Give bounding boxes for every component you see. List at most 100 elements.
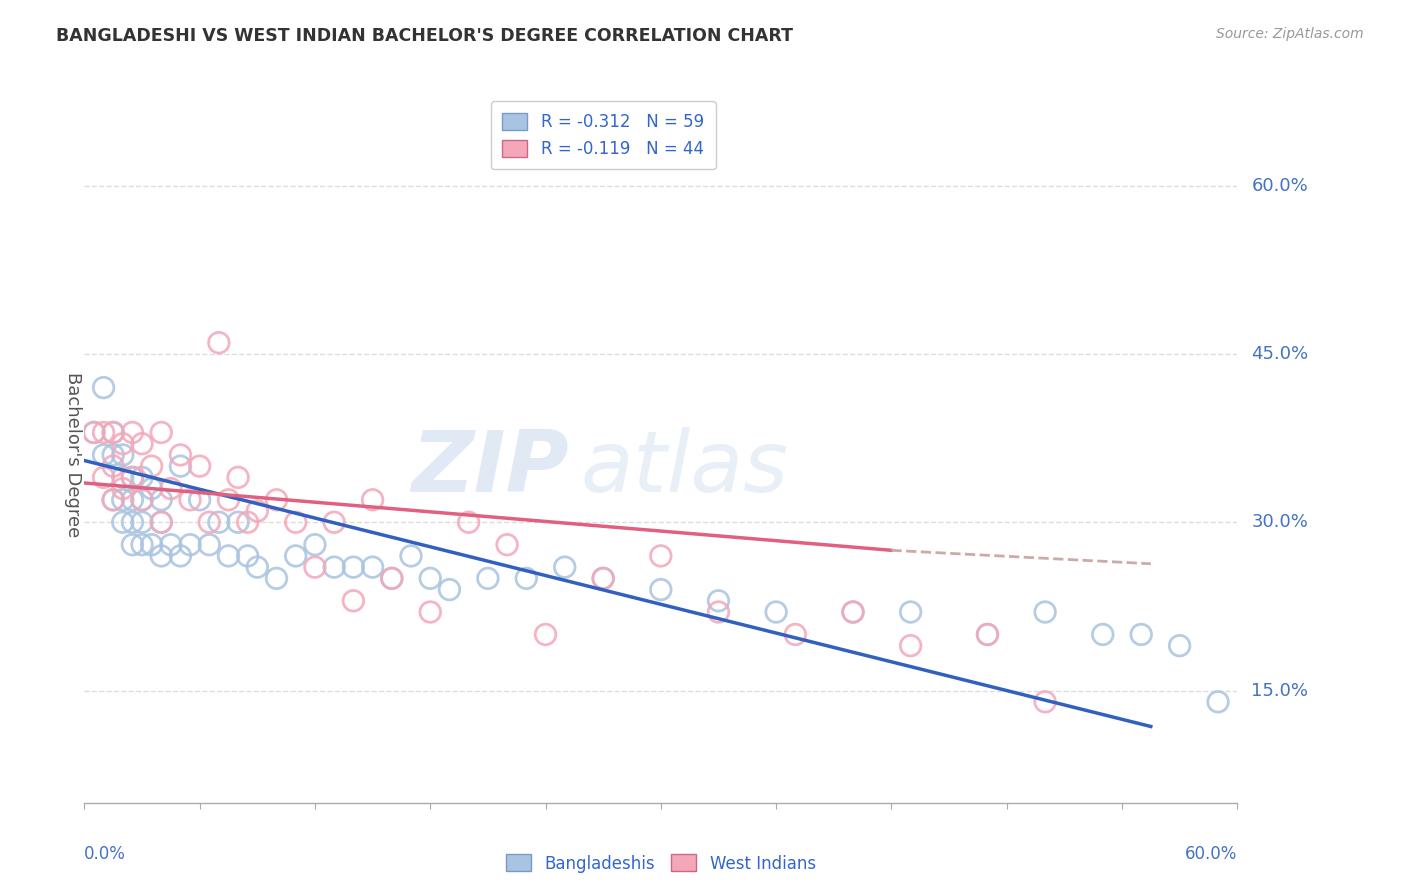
Point (103, 459, 124, 474)
Point (650, 582, 672, 597)
Point (131, 538, 153, 552)
Point (121, 515, 143, 529)
Point (266, 492, 288, 507)
Text: 15.0%: 15.0% (1251, 681, 1309, 699)
Point (159, 482, 183, 496)
Point (419, 605, 441, 619)
Point (707, 605, 730, 619)
Point (103, 448, 124, 462)
Text: Source: ZipAtlas.com: Source: ZipAtlas.com (1216, 27, 1364, 41)
Point (650, 549, 672, 563)
Text: 30.0%: 30.0% (1251, 513, 1308, 532)
Point (111, 470, 134, 484)
Point (304, 538, 326, 552)
Point (1091, 627, 1114, 641)
Point (150, 515, 173, 529)
Text: 45.0%: 45.0% (1251, 345, 1309, 363)
Point (121, 492, 143, 507)
Point (188, 492, 211, 507)
Point (111, 492, 134, 507)
Point (111, 436, 134, 450)
Point (900, 605, 922, 619)
Point (179, 492, 201, 507)
Point (121, 538, 143, 552)
Text: 60.0%: 60.0% (1251, 177, 1308, 194)
Point (141, 482, 163, 496)
Point (785, 627, 807, 641)
Point (399, 549, 422, 563)
Text: ZIP: ZIP (411, 427, 568, 510)
Point (217, 492, 239, 507)
Point (188, 459, 211, 474)
Point (342, 560, 364, 574)
Point (169, 549, 191, 563)
Text: BANGLADESHI VS WEST INDIAN BACHELOR'S DEGREE CORRELATION CHART: BANGLADESHI VS WEST INDIAN BACHELOR'S DE… (56, 27, 793, 45)
Point (150, 515, 173, 529)
Point (198, 515, 221, 529)
Point (131, 436, 153, 450)
Legend: R = -0.312   N = 59, R = -0.119   N = 44: R = -0.312 N = 59, R = -0.119 N = 44 (491, 102, 716, 169)
Point (765, 605, 787, 619)
Point (1130, 627, 1153, 641)
Point (226, 515, 249, 529)
Point (121, 425, 143, 440)
Point (159, 538, 183, 552)
Point (342, 594, 364, 608)
Point (150, 492, 173, 507)
Text: 0.0%: 0.0% (84, 845, 127, 863)
Point (131, 492, 153, 507)
Point (111, 482, 134, 496)
Point (381, 571, 404, 585)
Point (179, 538, 201, 552)
Point (976, 627, 998, 641)
Point (496, 538, 519, 552)
Point (169, 448, 191, 462)
Legend: Bangladeshis, West Indians: Bangladeshis, West Indians (499, 847, 823, 880)
Point (284, 515, 307, 529)
Point (1033, 695, 1056, 709)
Point (208, 515, 231, 529)
Point (93, 470, 115, 484)
Point (1206, 695, 1229, 709)
Point (131, 492, 153, 507)
Point (150, 549, 173, 563)
Point (304, 560, 326, 574)
Point (103, 492, 124, 507)
Point (707, 594, 730, 608)
Point (381, 571, 404, 585)
Point (419, 571, 441, 585)
Point (226, 470, 249, 484)
Point (592, 571, 614, 585)
Point (111, 515, 134, 529)
Point (976, 627, 998, 641)
Point (103, 425, 124, 440)
Point (554, 560, 576, 574)
Point (1168, 639, 1191, 653)
Point (131, 470, 153, 484)
Point (208, 335, 231, 350)
Point (83, 425, 105, 440)
Point (361, 560, 384, 574)
Point (217, 549, 239, 563)
Point (266, 571, 288, 585)
Point (1033, 605, 1056, 619)
Y-axis label: Bachelor's Degree: Bachelor's Degree (63, 372, 82, 538)
Point (323, 515, 346, 529)
Point (236, 549, 259, 563)
Point (842, 605, 865, 619)
Point (93, 448, 115, 462)
Point (236, 515, 259, 529)
Point (93, 425, 115, 440)
Point (103, 425, 124, 440)
Point (534, 627, 557, 641)
Point (457, 515, 479, 529)
Point (515, 571, 537, 585)
Point (477, 571, 499, 585)
Point (111, 448, 134, 462)
Point (246, 504, 269, 518)
Point (439, 582, 461, 597)
Text: atlas: atlas (581, 427, 789, 510)
Point (83, 425, 105, 440)
Text: 60.0%: 60.0% (1185, 845, 1237, 863)
Point (842, 605, 865, 619)
